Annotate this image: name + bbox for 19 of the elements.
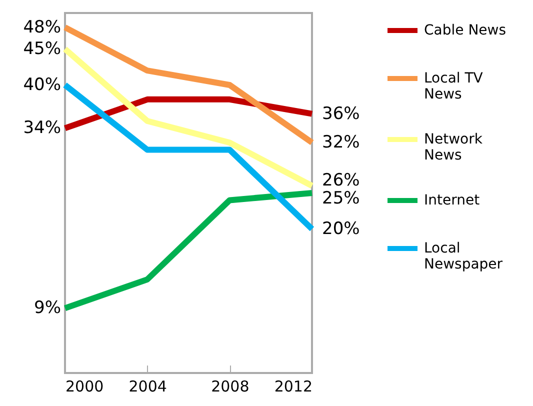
data-label: 40% (23, 75, 61, 95)
legend-label: Network News (424, 132, 484, 164)
data-label: 48% (23, 17, 61, 38)
legend-label: Cable News (424, 22, 506, 38)
data-label: 25% (322, 188, 360, 208)
x-tick-label: 2004 (128, 378, 167, 396)
data-label: 45% (23, 39, 61, 59)
data-label: 20% (322, 219, 360, 239)
data-label: 36% (322, 104, 360, 124)
data-label: 34% (23, 118, 61, 138)
legend-label: Internet (424, 192, 480, 208)
data-label: 26% (322, 170, 360, 190)
data-label: 9% (34, 298, 61, 318)
x-tick-label: 2000 (66, 378, 104, 396)
legend-label: Local Newspaper (424, 240, 503, 272)
legend-label: Local TV News (424, 70, 484, 102)
data-label: 32% (322, 132, 360, 153)
x-tick-label: 2008 (211, 378, 250, 396)
x-tick-label: 2012 (274, 378, 312, 396)
